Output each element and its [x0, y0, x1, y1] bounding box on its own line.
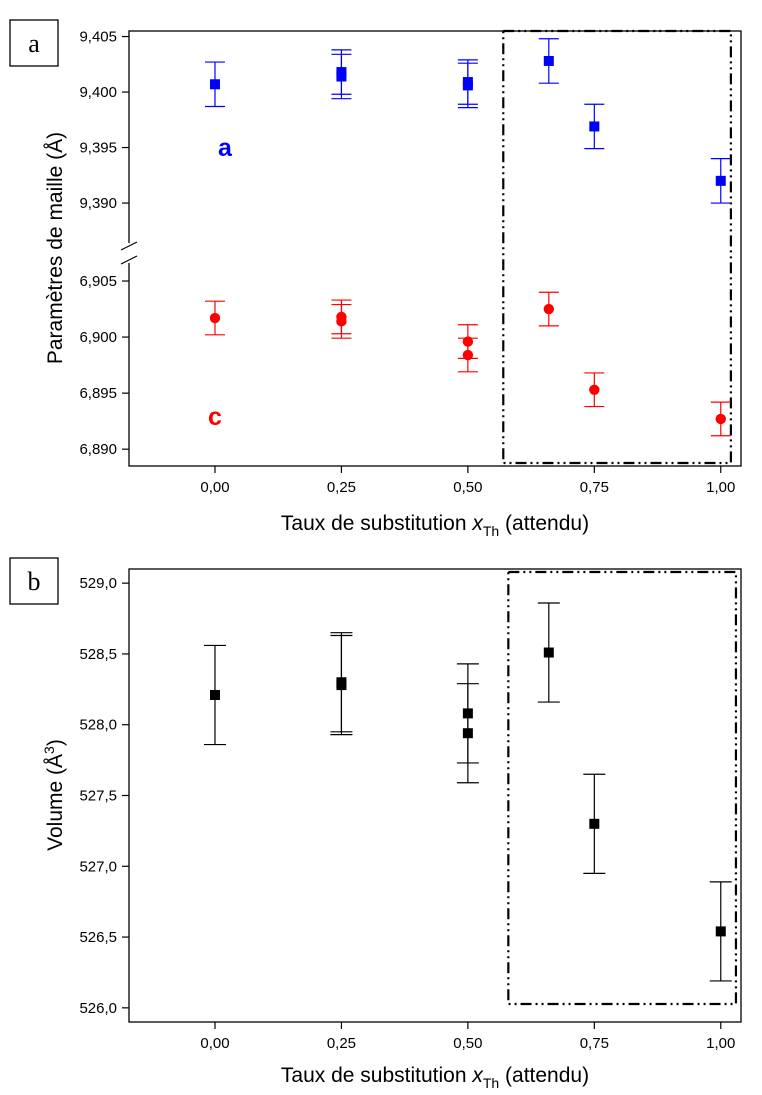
- data-point-volume: [589, 818, 600, 829]
- series-label-a: a: [218, 134, 233, 162]
- y-tick-label: 6,900: [79, 329, 117, 346]
- data-point-c: [462, 349, 474, 361]
- x-tick-label: 0,75: [580, 479, 609, 496]
- panel-b-x-axis-label: Taux de substitution xTh (attendu): [281, 1064, 589, 1091]
- panel-a-chart: a 9,390 9,395 9,400 9,405 6,890 6,895 6,900 6,9…: [9, 19, 742, 539]
- x-tick-label: 0,25: [327, 479, 356, 496]
- series-label-c: c: [208, 403, 222, 431]
- y-tick-label: 527,5: [79, 788, 117, 805]
- y-tick-label: 529,0: [79, 575, 117, 592]
- y-tick-label: 6,890: [79, 441, 117, 458]
- y-tick-label: 6,895: [79, 385, 117, 402]
- y-tick-label: 527,0: [79, 858, 117, 875]
- panel-a-plot-frame: [128, 30, 742, 467]
- data-point-a: [209, 79, 220, 90]
- data-point-c: [715, 413, 726, 425]
- x-tick-label: 0,50: [453, 1035, 482, 1052]
- panel-a-label-box: a: [9, 19, 59, 67]
- data-point-a: [715, 175, 726, 186]
- y-tick-label: 528,5: [79, 646, 117, 663]
- y-tick-label: 526,5: [79, 929, 117, 946]
- y-tick-label: 9,395: [79, 140, 117, 157]
- panel-b-label: b: [28, 567, 41, 596]
- panel-b-label-box: b: [9, 557, 59, 605]
- y-tick-label: 9,400: [79, 84, 117, 101]
- panel-b-plot-frame: [128, 568, 742, 1023]
- y-tick-label: 9,390: [79, 195, 117, 212]
- data-point-a: [336, 71, 347, 82]
- panel-b-y-axis-label: Volume (Å3): [41, 739, 67, 851]
- x-tick-label: 0,50: [453, 479, 482, 496]
- x-tick-label: 0,00: [200, 479, 229, 496]
- panel-a-highlight-box: [502, 29, 732, 465]
- y-tick-label: 528,0: [79, 717, 117, 734]
- x-tick-label: 0,25: [327, 1035, 356, 1052]
- data-point-c: [336, 316, 347, 327]
- panel-a-axis-break: [120, 241, 138, 265]
- data-point-volume: [715, 926, 726, 937]
- data-point-c: [209, 312, 221, 324]
- data-point-volume: [543, 647, 554, 658]
- panel-b-highlight-box: [507, 570, 738, 1006]
- data-point-volume: [462, 728, 473, 739]
- data-point-c: [589, 384, 600, 395]
- x-tick-label: 1,00: [706, 479, 735, 496]
- x-tick-label: 0,75: [580, 1035, 609, 1052]
- data-point-volume: [336, 680, 347, 691]
- x-tick-label: 0,00: [200, 1035, 229, 1052]
- y-tick-label: 526,0: [79, 1000, 117, 1017]
- y-tick-label: 6,905: [79, 273, 117, 290]
- panel-a-y-axis-label: Paramètres de maille (Å): [44, 132, 67, 364]
- panel-a-label: a: [28, 29, 40, 58]
- y-tick-label: 9,405: [79, 29, 117, 46]
- data-point-a: [589, 121, 600, 132]
- panel-b-chart: b 526,0 526,5 527,0 527,5 528,0 528,5 529,0 0,…: [9, 557, 742, 1091]
- x-tick-label: 1,00: [706, 1035, 735, 1052]
- data-point-a: [462, 80, 473, 91]
- data-point-a: [543, 55, 554, 66]
- panel-a-x-axis-label: Taux de substitution xTh (attendu): [281, 512, 589, 539]
- data-point-c: [543, 303, 555, 315]
- data-point-volume: [209, 689, 220, 700]
